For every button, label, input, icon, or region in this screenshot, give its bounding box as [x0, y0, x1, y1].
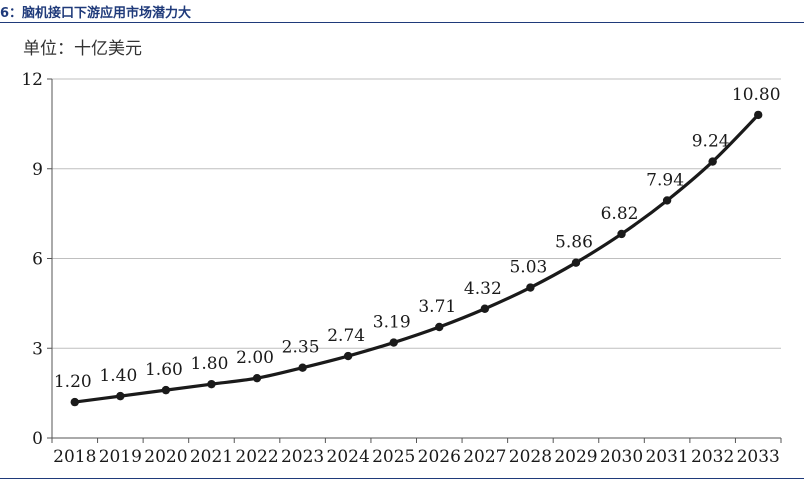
data-point	[617, 229, 626, 239]
x-tick-label: 2022	[235, 447, 278, 467]
figure-title: 6：脑机接口下游应用市场潜力大	[0, 6, 192, 21]
x-tick-label: 2027	[463, 447, 506, 467]
x-tick-label: 2031	[645, 447, 688, 467]
x-tick-label: 2028	[509, 447, 552, 467]
data-label: 2.35	[282, 338, 320, 358]
data-label: 7.94	[646, 170, 684, 190]
data-label: 5.86	[555, 233, 593, 253]
data-point	[435, 322, 444, 332]
data-label: 9.24	[692, 132, 730, 152]
unit-label: 单位：十亿美元	[23, 39, 142, 59]
x-tick-label: 2026	[418, 447, 461, 467]
x-tick-label: 2032	[691, 447, 734, 467]
series-layer	[70, 110, 763, 407]
x-tick-label: 2025	[372, 447, 415, 467]
data-point	[343, 351, 353, 361]
data-point	[207, 379, 216, 389]
x-tick-label: 2018	[53, 447, 96, 467]
x-tick-label: 2023	[281, 447, 324, 467]
data-label: 3.71	[418, 297, 456, 317]
data-label: 2.00	[236, 348, 274, 368]
data-point	[708, 157, 717, 166]
data-label: 5.03	[509, 258, 547, 278]
data-point	[161, 385, 171, 395]
data-label: 4.32	[464, 279, 502, 299]
data-label: 10.80	[732, 85, 781, 105]
title-bar: 6：脑机接口下游应用市场潜力大	[0, 0, 804, 23]
y-tick-label: 12	[21, 70, 43, 90]
data-point	[70, 397, 79, 407]
data-label: 1.20	[54, 372, 92, 392]
series-line	[74, 113, 760, 404]
x-tick-label: 2024	[327, 447, 370, 467]
y-tick-label: 3	[32, 339, 43, 359]
data-label: 6.82	[601, 204, 639, 224]
data-point	[754, 110, 763, 120]
bottom-rule	[0, 478, 804, 479]
y-tick-label: 0	[32, 429, 43, 449]
x-tick-label: 2029	[554, 447, 597, 467]
x-tick-label: 2019	[99, 447, 142, 467]
data-label: 2.74	[327, 326, 365, 346]
grid-layer	[52, 78, 781, 349]
data-label: 3.19	[373, 313, 411, 333]
x-tick-label: 2030	[600, 447, 643, 467]
data-point	[571, 258, 581, 267]
data-point	[298, 363, 307, 372]
data-point	[526, 283, 535, 292]
data-point	[252, 373, 262, 383]
data-point	[480, 304, 490, 313]
data-label: 1.60	[145, 360, 183, 380]
x-tick-label: 2033	[737, 447, 780, 467]
data-point	[389, 338, 398, 347]
x-tick-label: 2021	[190, 447, 233, 467]
x-tick-label: 2020	[144, 447, 187, 467]
data-label-layer: 1.20 1.40 1.60 1.80 2.00 2.35 2.74 3.19 3.71 4.32…	[54, 85, 781, 392]
data-label: 1.80	[191, 354, 229, 374]
y-tick-label: 9	[32, 160, 43, 180]
title-rule	[0, 22, 804, 23]
data-label: 1.40	[99, 366, 137, 386]
data-point	[116, 391, 125, 401]
data-point	[662, 196, 672, 205]
y-tick-label: 6	[32, 250, 43, 270]
